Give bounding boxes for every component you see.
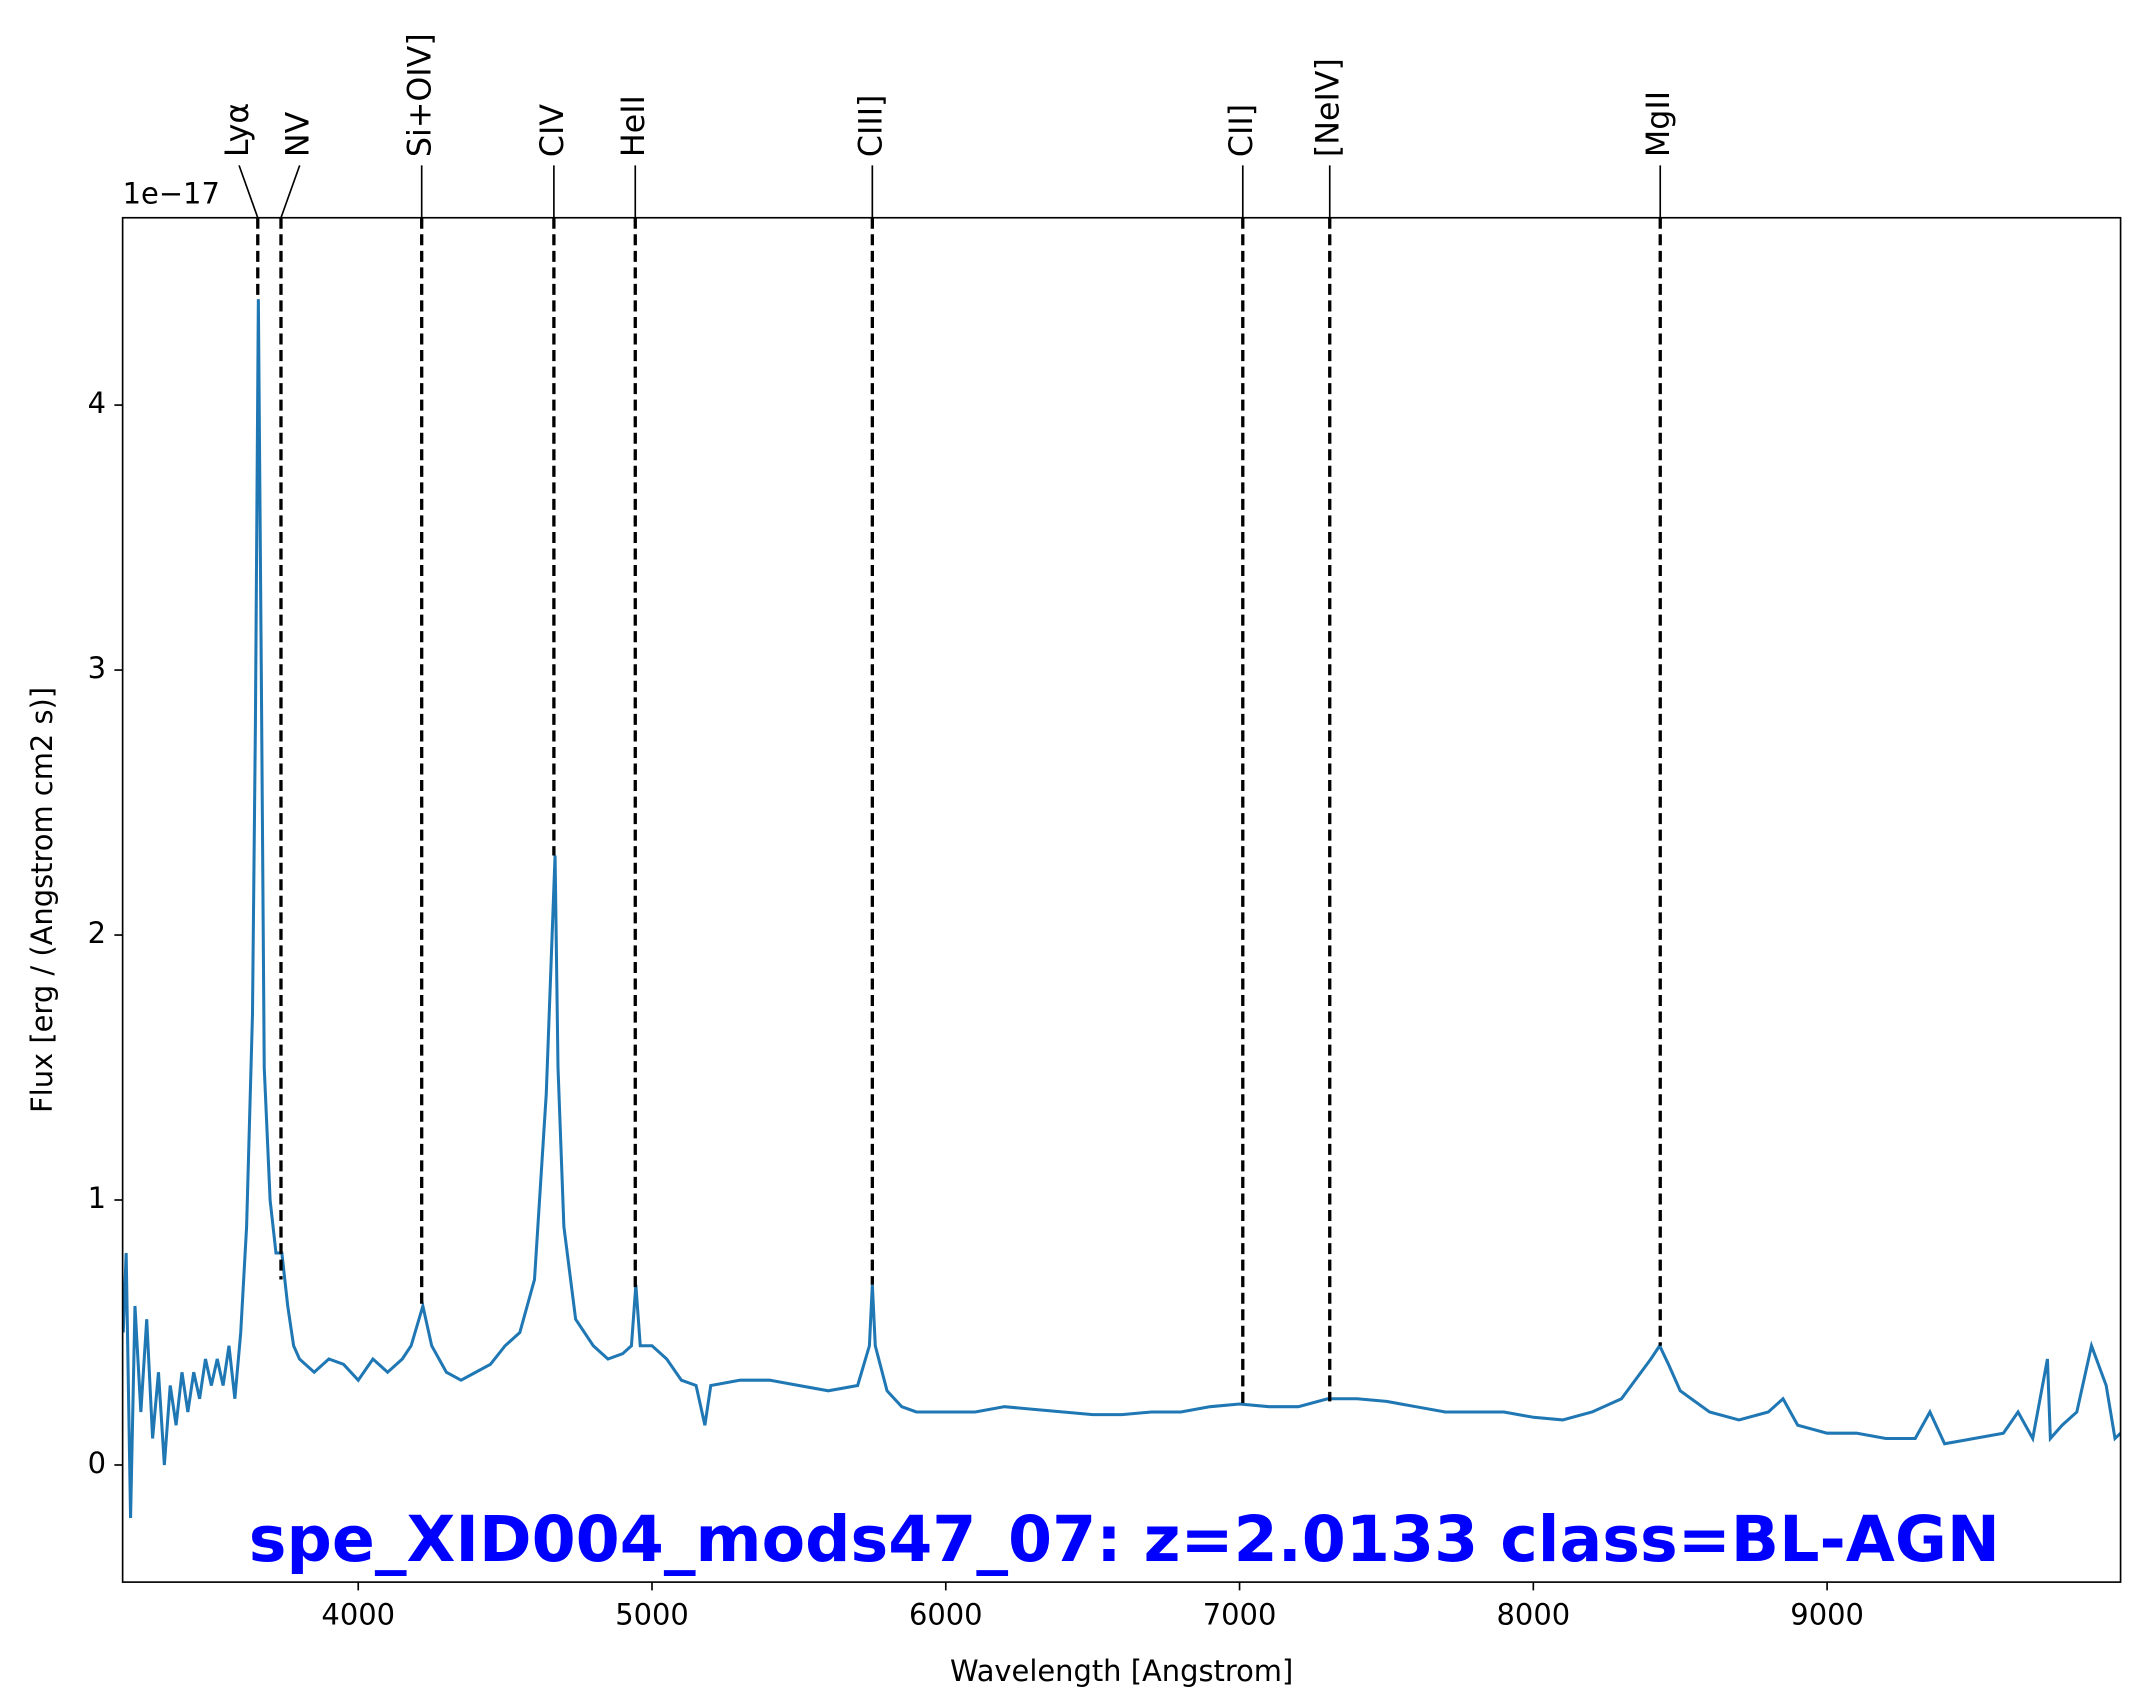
emission-line-label: NV: [281, 111, 317, 157]
x-axis-label: Wavelength [Angstrom]: [950, 1654, 1293, 1688]
x-tick-label: 5000: [615, 1598, 689, 1632]
y-tick-label: 1: [88, 1181, 106, 1215]
emission-line-label: Lyα: [220, 103, 256, 157]
y-tick-label: 2: [88, 916, 106, 950]
plot-frame: [121, 216, 2122, 1583]
emission-line-label: CIII]: [853, 95, 889, 158]
emission-line-label: MgII: [1641, 91, 1677, 157]
label-connector: [238, 165, 259, 219]
x-tick-label: 9000: [1790, 1598, 1864, 1632]
label-connector: [280, 165, 301, 219]
x-tick-label: 4000: [321, 1598, 395, 1632]
chart-title: spe_XID004_mods47_07: z=2.0133 class=BL-…: [249, 1502, 2000, 1576]
emission-line-label: [NeIV]: [1311, 58, 1347, 157]
y-tick-label: 3: [88, 651, 106, 685]
emission-line-label: HeII: [616, 95, 652, 157]
offset-label: 1e−17: [123, 177, 220, 211]
emission-line-label: CIV: [535, 104, 571, 157]
x-tick-label: 6000: [909, 1598, 983, 1632]
y-axis-label: Flux [erg / (Angstrom cm2 s)]: [25, 687, 59, 1113]
spectrum-line: [122, 299, 2121, 1519]
x-tick-label: 8000: [1497, 1598, 1571, 1632]
y-tick-label: 4: [88, 386, 106, 420]
y-tick-label: 0: [88, 1446, 106, 1480]
x-tick-label: 7000: [1203, 1598, 1277, 1632]
emission-line-label: CII]: [1224, 104, 1260, 157]
emission-line-label: Si+OIV]: [403, 33, 439, 157]
